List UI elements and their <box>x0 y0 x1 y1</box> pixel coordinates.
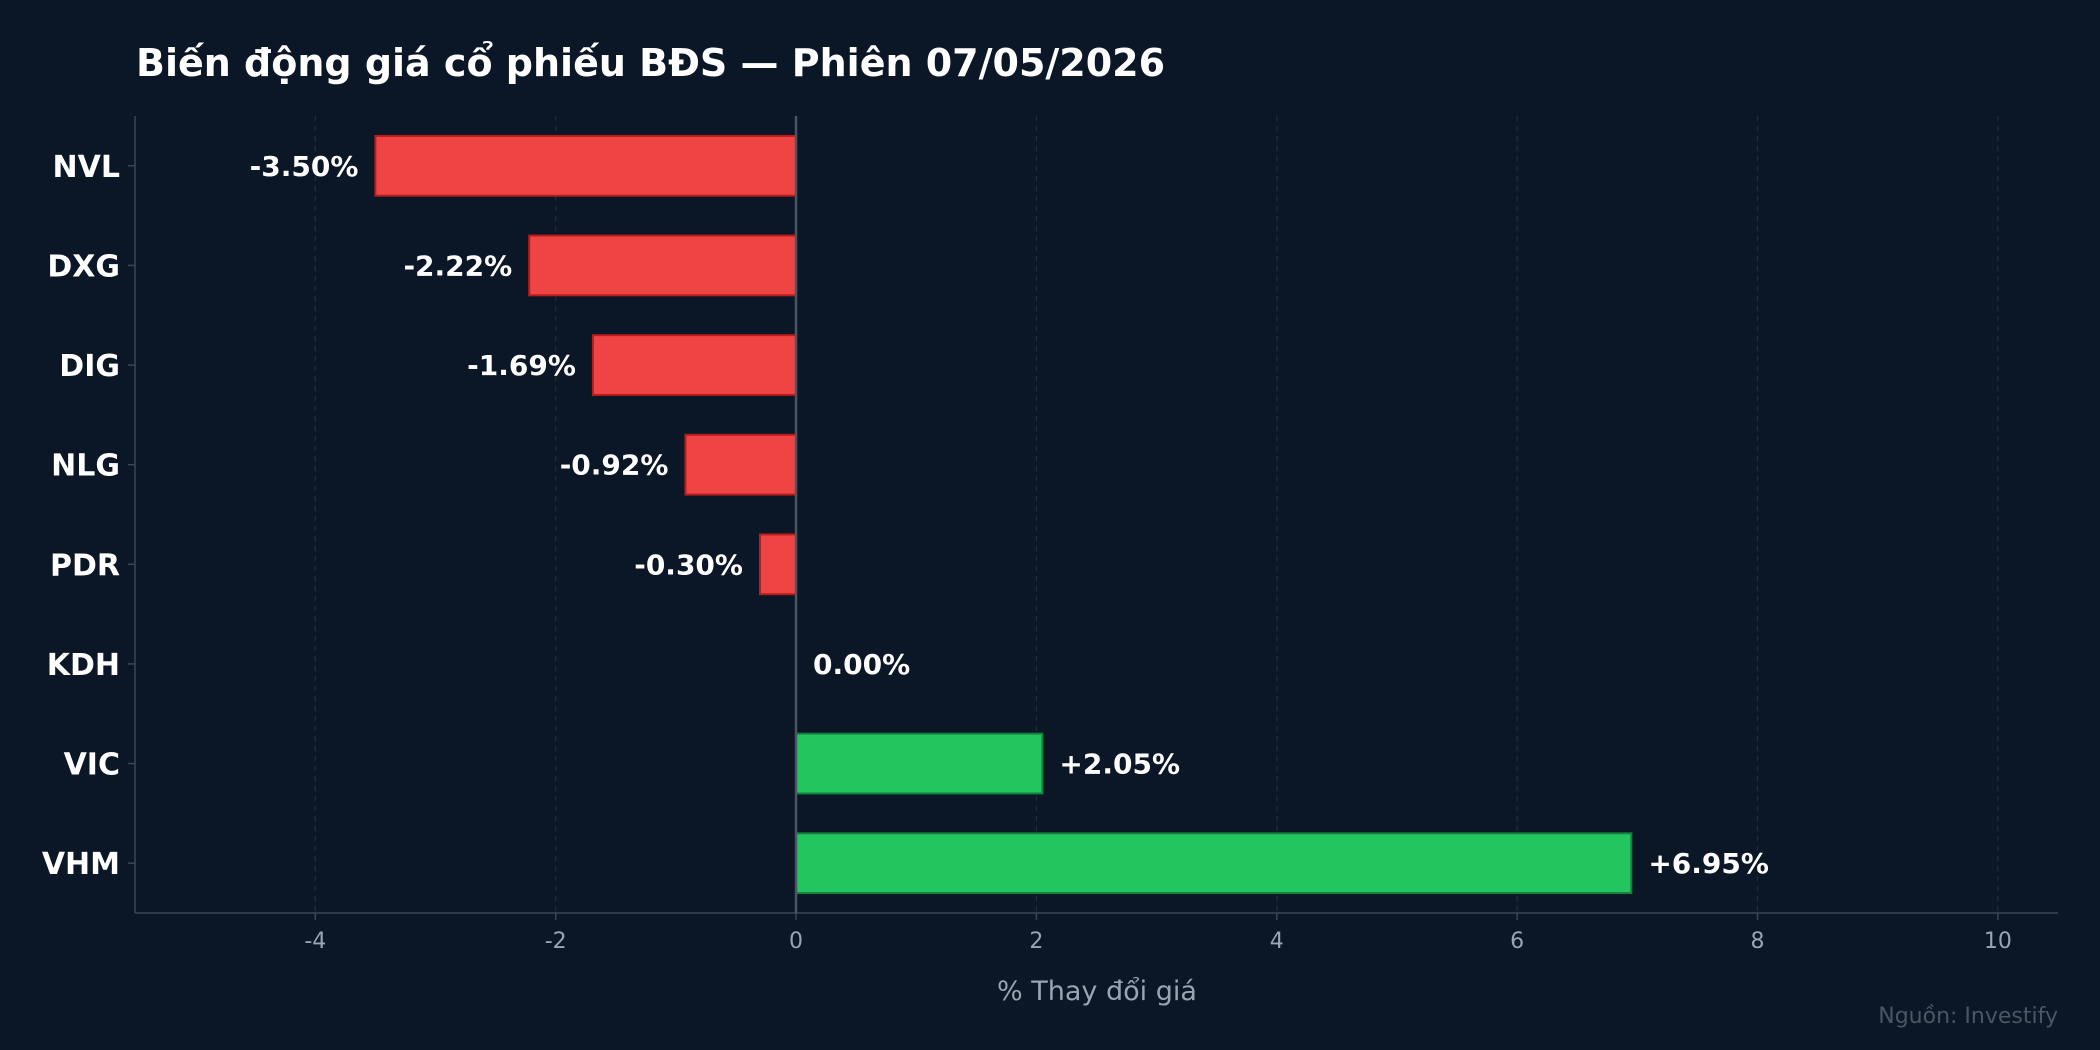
x-tick-label: 6 <box>1510 929 1524 954</box>
bar-dxg <box>528 234 798 297</box>
bar-pdr <box>758 533 798 596</box>
value-label: 0.00% <box>813 648 910 681</box>
x-tick-label: 8 <box>1751 929 1765 954</box>
labels: -4 -2 0 2 4 6 8 10 NVL -3.50% DXG -2.22% DIG -1.69% NL… <box>42 150 2012 954</box>
value-label: +6.95% <box>1648 847 1769 880</box>
bar-dig <box>591 334 798 396</box>
x-tick-label: -4 <box>304 929 326 954</box>
x-tick-label: 2 <box>1029 929 1043 954</box>
bar-nlg <box>684 433 798 496</box>
chart-title: Biến động giá cổ phiếu BĐS — Phiên 07/05… <box>136 41 1165 85</box>
category-label: VHM <box>42 847 120 882</box>
value-label: -0.30% <box>634 548 743 581</box>
value-label: -1.69% <box>467 349 576 382</box>
value-label: -2.22% <box>403 249 512 282</box>
category-label: DXG <box>47 249 120 284</box>
axes <box>128 116 2058 920</box>
bar-vic <box>795 732 1044 795</box>
x-tick-label: 0 <box>789 929 803 954</box>
category-label: NLG <box>51 449 120 484</box>
x-tick-label: -2 <box>545 929 567 954</box>
value-label: -0.92% <box>560 449 669 482</box>
category-label: VIC <box>64 748 120 783</box>
bar-vhm <box>795 832 1633 895</box>
category-label: PDR <box>50 548 120 583</box>
x-tick-label: 4 <box>1270 929 1284 954</box>
x-axis-title: % Thay đổi giá <box>997 976 1197 1007</box>
bar-nvl <box>374 134 798 197</box>
source-note: Nguồn: Investify <box>1878 1004 2058 1029</box>
value-label: +2.05% <box>1059 748 1180 781</box>
category-label: NVL <box>53 150 120 185</box>
x-tick-label: 10 <box>1984 929 2012 954</box>
category-label: KDH <box>47 648 120 683</box>
category-label: DIG <box>59 349 120 384</box>
value-label: -3.50% <box>250 150 359 183</box>
bars <box>374 116 1633 913</box>
